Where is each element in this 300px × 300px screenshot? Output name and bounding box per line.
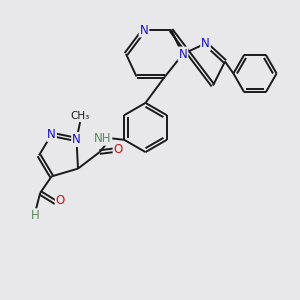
Text: H: H (31, 209, 40, 222)
Text: CH₃: CH₃ (70, 111, 90, 121)
Text: NH: NH (94, 132, 111, 145)
Text: O: O (114, 143, 123, 156)
Text: N: N (47, 128, 56, 141)
Text: N: N (72, 133, 81, 146)
Text: N: N (201, 37, 210, 50)
Text: O: O (56, 194, 65, 208)
Text: N: N (178, 47, 188, 61)
Text: N: N (140, 23, 148, 37)
